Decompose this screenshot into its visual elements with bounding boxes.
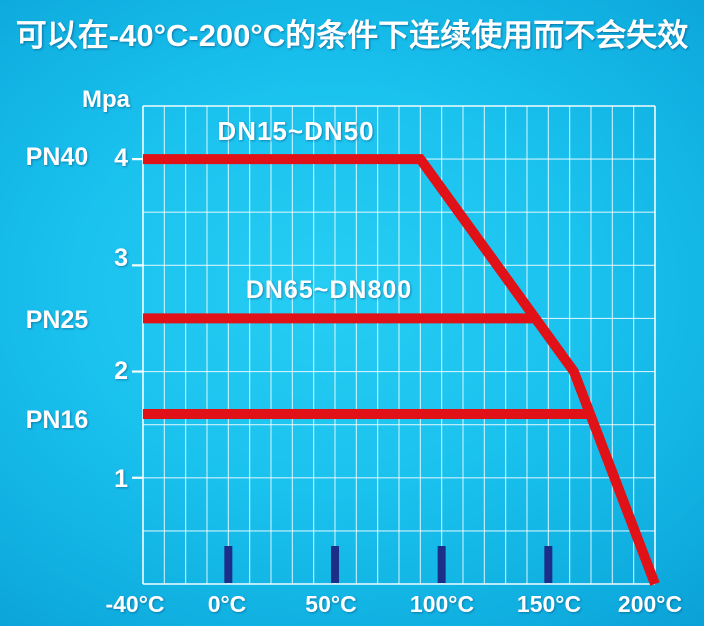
x-axis-marker-bar [437, 546, 446, 583]
y-tick-label-4: 4 [114, 144, 128, 172]
y-tick-label-1: 1 [114, 465, 128, 493]
x-axis-marker-bar [224, 546, 233, 583]
series-label-dn15-dn50: DN15~DN50 [217, 116, 375, 146]
pn25-label: PN25 [25, 306, 89, 334]
y-axis-unit-label: Mpa [82, 86, 130, 113]
x-tick-label-100: 100°C [409, 591, 475, 617]
chart-title: 可以在-40°C-200°C的条件下连续使用而不会失效 [15, 18, 689, 53]
y-tick-label-2: 2 [114, 357, 128, 385]
x-tick-label-200: 200°C [617, 591, 683, 617]
x-tick-label-minus40: -40°C [105, 591, 165, 617]
series-label-dn65-dn800: DN65~DN800 [245, 276, 413, 304]
x-tick-label-0: 0°C [207, 591, 247, 617]
x-axis-marker-bar [331, 546, 339, 583]
rating-curve-pn40 [143, 154, 660, 586]
x-axis-marker-bar [544, 546, 553, 583]
x-tick-label-150: 150°C [516, 591, 582, 617]
pn40-label: PN40 [25, 143, 89, 171]
pn16-label: PN16 [25, 406, 89, 434]
y-tick-label-3: 3 [114, 244, 128, 272]
x-tick-label-50: 50°C [305, 591, 357, 617]
